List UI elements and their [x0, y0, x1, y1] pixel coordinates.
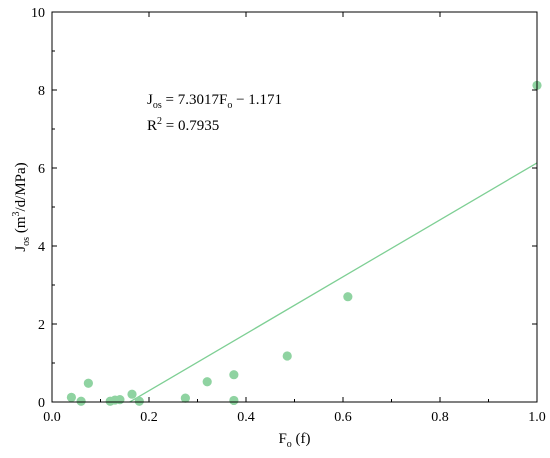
y-tick-label: 8 [38, 84, 45, 99]
x-tick-label: 0.2 [140, 410, 158, 425]
x-tick-label: 1.0 [528, 410, 546, 425]
plot-frame [51, 11, 538, 403]
data-point [343, 292, 353, 302]
x-tick-label: 0.0 [43, 410, 61, 425]
fit-equation: Jos = 7.3017Fo − 1.171 [147, 92, 282, 111]
y-tick-label: 4 [38, 240, 45, 255]
data-point [83, 378, 93, 388]
data-point [127, 389, 137, 399]
r-squared-label: R2 = 0.7935 [147, 116, 219, 134]
y-axis-title: Jos (m3/d/MPa) [11, 162, 32, 251]
x-tick-label: 0.6 [334, 410, 352, 425]
data-point [76, 396, 86, 406]
y-tick-label: 10 [31, 6, 45, 21]
data-point [282, 351, 292, 361]
y-tick-label: 6 [38, 162, 45, 177]
x-axis-title: Fo (f) [278, 431, 310, 450]
x-tick-label: 0.4 [237, 410, 255, 425]
x-tick-label: 0.8 [431, 410, 449, 425]
data-point [134, 396, 144, 406]
regression-line [129, 162, 538, 403]
data-point [115, 395, 125, 405]
data-point [229, 395, 239, 406]
data-point [66, 392, 76, 402]
y-tick-label: 0 [38, 396, 45, 411]
y-tick-label: 2 [38, 318, 45, 333]
data-point [229, 370, 239, 380]
data-point [180, 393, 190, 403]
data-point [202, 377, 212, 387]
